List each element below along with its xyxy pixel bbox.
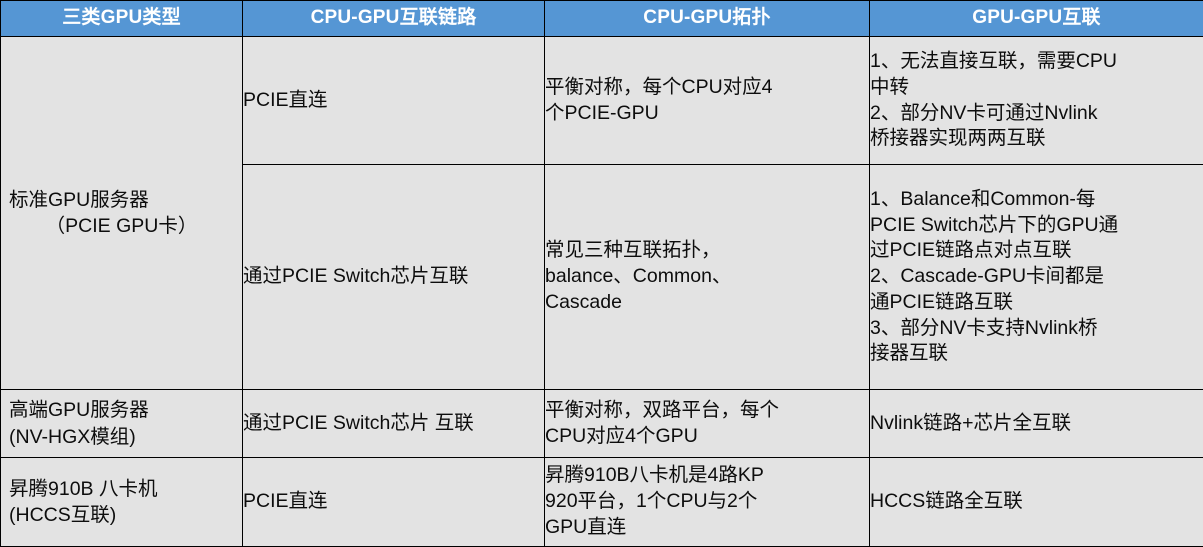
link-cell: PCIE直连 [242, 36, 545, 165]
topology-line: Cascade [545, 290, 622, 313]
category-name-line1: 标准GPU服务器 [9, 188, 149, 211]
column-header-cpu-gpu-link: CPU-GPU互联链路 [242, 0, 545, 37]
column-header-cpu-gpu-topology: CPU-GPU拓扑 [544, 0, 870, 37]
gpu-interconnect-line: 桥接器实现两两互联 [870, 127, 1046, 150]
table-row: 标准GPU服务器 （PCIE GPU卡） PCIE直连 平衡对称，每个CPU对应… [0, 36, 1203, 390]
gpu-interconnect-line: 中转 [870, 75, 910, 98]
column-header-gpu-gpu-interconnect: GPU-GPU互联 [869, 0, 1203, 37]
link-text: PCIE直连 [243, 88, 328, 111]
topology-line: balance、Common、 [545, 265, 732, 288]
gpu-interconnect-cell: 1、无法直接互联，需要CPU 中转 2、部分NV卡可通过Nvlink 桥接器实现… [869, 36, 1203, 165]
gpu-interconnect-line: 通PCIE链路互联 [870, 290, 1014, 313]
category-name-line2: （PCIE GPU卡） [45, 215, 198, 237]
table-row: 通过PCIE Switch芯片互联 常见三种互联拓扑， balance、Comm… [1, 164, 1203, 390]
topology-line: 平衡对称，双路平台，每个 [545, 398, 780, 421]
topology-line: 昇腾910B八卡机是4路KP [545, 464, 764, 487]
gpu-interconnect-cell: Nvlink链路+芯片全互联 [869, 389, 1203, 458]
category-name-line1: 高端GPU服务器 [9, 399, 149, 422]
topology-line: GPU直连 [545, 515, 627, 538]
gpu-interconnect-line: 3、部分NV卡支持Nvlink桥 [870, 316, 1098, 339]
link-cell: PCIE直连 [242, 457, 545, 547]
category-name-line2: (HCCS互联) [9, 504, 117, 526]
category-cell-ascend-910b: 昇腾910B 八卡机 (HCCS互联) [0, 457, 243, 547]
gpu-interconnect-line: 2、Cascade-GPU卡间都是 [870, 265, 1105, 288]
category-cell-highend-gpu-server: 高端GPU服务器 (NV-HGX模组) [0, 389, 243, 458]
gpu-interconnect-cell: HCCS链路全互联 [869, 457, 1203, 547]
gpu-interconnect-line: 接器互联 [870, 342, 949, 365]
gpu-interconnect-line: PCIE Switch芯片下的GPU通 [870, 213, 1119, 236]
gpu-interconnect-line: 过PCIE链路点对点互联 [870, 239, 1072, 262]
gpu-interconnect-line: 1、无法直接互联，需要CPU [870, 50, 1118, 73]
link-text: PCIE直连 [243, 490, 328, 513]
gpu-interconnect-line: 1、Balance和Common-每 [870, 187, 1096, 210]
link-cell: 通过PCIE Switch芯片 互联 [242, 389, 545, 458]
topology-line: 常见三种互联拓扑， [545, 239, 721, 262]
gpu-interconnect-line: Nvlink链路+芯片全互联 [870, 411, 1071, 434]
category-name-line2: (NV-HGX模组) [9, 425, 136, 448]
topology-line: 个PCIE-GPU [545, 101, 659, 124]
table-header: 三类GPU类型 CPU-GPU互联链路 CPU-GPU拓扑 GPU-GPU互联 [0, 0, 1203, 37]
link-text: 通过PCIE Switch芯片互联 [243, 265, 469, 288]
category-cell-standard-gpu-server: 标准GPU服务器 （PCIE GPU卡） [0, 36, 243, 390]
topology-cell: 平衡对称，双路平台，每个 CPU对应4个GPU [544, 389, 870, 458]
table-row: 昇腾910B 八卡机 (HCCS互联) PCIE直连 昇腾910B八卡机是4路K… [0, 457, 1203, 547]
topology-cell: 平衡对称，每个CPU对应4 个PCIE-GPU [544, 36, 870, 165]
topology-cell: 昇腾910B八卡机是4路KP 920平台，1个CPU与2个 GPU直连 [544, 457, 870, 547]
topology-cell: 常见三种互联拓扑， balance、Common、 Cascade [544, 164, 870, 390]
category-name-line1: 昇腾910B 八卡机 [9, 477, 158, 500]
gpu-interconnect-line: HCCS链路全互联 [870, 490, 1023, 513]
table-row: 高端GPU服务器 (NV-HGX模组) 通过PCIE Switch芯片 互联 平… [0, 389, 1203, 458]
table-body: 标准GPU服务器 （PCIE GPU卡） PCIE直连 平衡对称，每个CPU对应… [0, 36, 1203, 547]
link-text: 通过PCIE Switch芯片 互联 [243, 411, 474, 434]
column-header-gpu-type: 三类GPU类型 [0, 0, 243, 37]
gpu-interconnect-cell: 1、Balance和Common-每 PCIE Switch芯片下的GPU通 过… [869, 164, 1203, 390]
header-row: 三类GPU类型 CPU-GPU互联链路 CPU-GPU拓扑 GPU-GPU互联 [0, 0, 1203, 37]
gpu-interconnect-line: 2、部分NV卡可通过Nvlink [870, 101, 1098, 124]
topology-line: CPU对应4个GPU [545, 424, 698, 447]
link-cell: 通过PCIE Switch芯片互联 [242, 164, 545, 390]
topology-line: 920平台，1个CPU与2个 [545, 490, 758, 513]
topology-line: 平衡对称，每个CPU对应4 [545, 75, 773, 98]
